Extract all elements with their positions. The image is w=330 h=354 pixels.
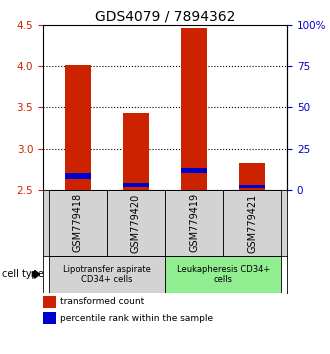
Bar [181, 28, 207, 190]
Bar [49, 256, 165, 293]
Bar [123, 183, 149, 187]
Bar [239, 164, 265, 190]
Text: transformed count: transformed count [60, 297, 144, 306]
Bar [223, 190, 281, 256]
Bar [181, 167, 207, 173]
Text: Lipotransfer aspirate
CD34+ cells: Lipotransfer aspirate CD34+ cells [63, 264, 151, 284]
Title: GDS4079 / 7894362: GDS4079 / 7894362 [95, 10, 235, 24]
Bar [165, 190, 223, 256]
Text: GSM779421: GSM779421 [247, 193, 257, 252]
Text: percentile rank within the sample: percentile rank within the sample [60, 314, 213, 322]
Text: Leukapheresis CD34+
cells: Leukapheresis CD34+ cells [177, 264, 270, 284]
Bar [65, 65, 91, 190]
Bar [165, 256, 281, 293]
Text: GSM779419: GSM779419 [189, 193, 199, 252]
Text: GSM779420: GSM779420 [131, 193, 141, 252]
Bar [123, 113, 149, 190]
Bar [49, 190, 107, 256]
Bar [107, 190, 165, 256]
Bar [43, 296, 56, 308]
Bar [65, 173, 91, 179]
Text: cell type: cell type [2, 269, 44, 279]
Text: GSM779418: GSM779418 [73, 193, 83, 252]
Bar [43, 313, 56, 324]
Bar [239, 185, 265, 188]
